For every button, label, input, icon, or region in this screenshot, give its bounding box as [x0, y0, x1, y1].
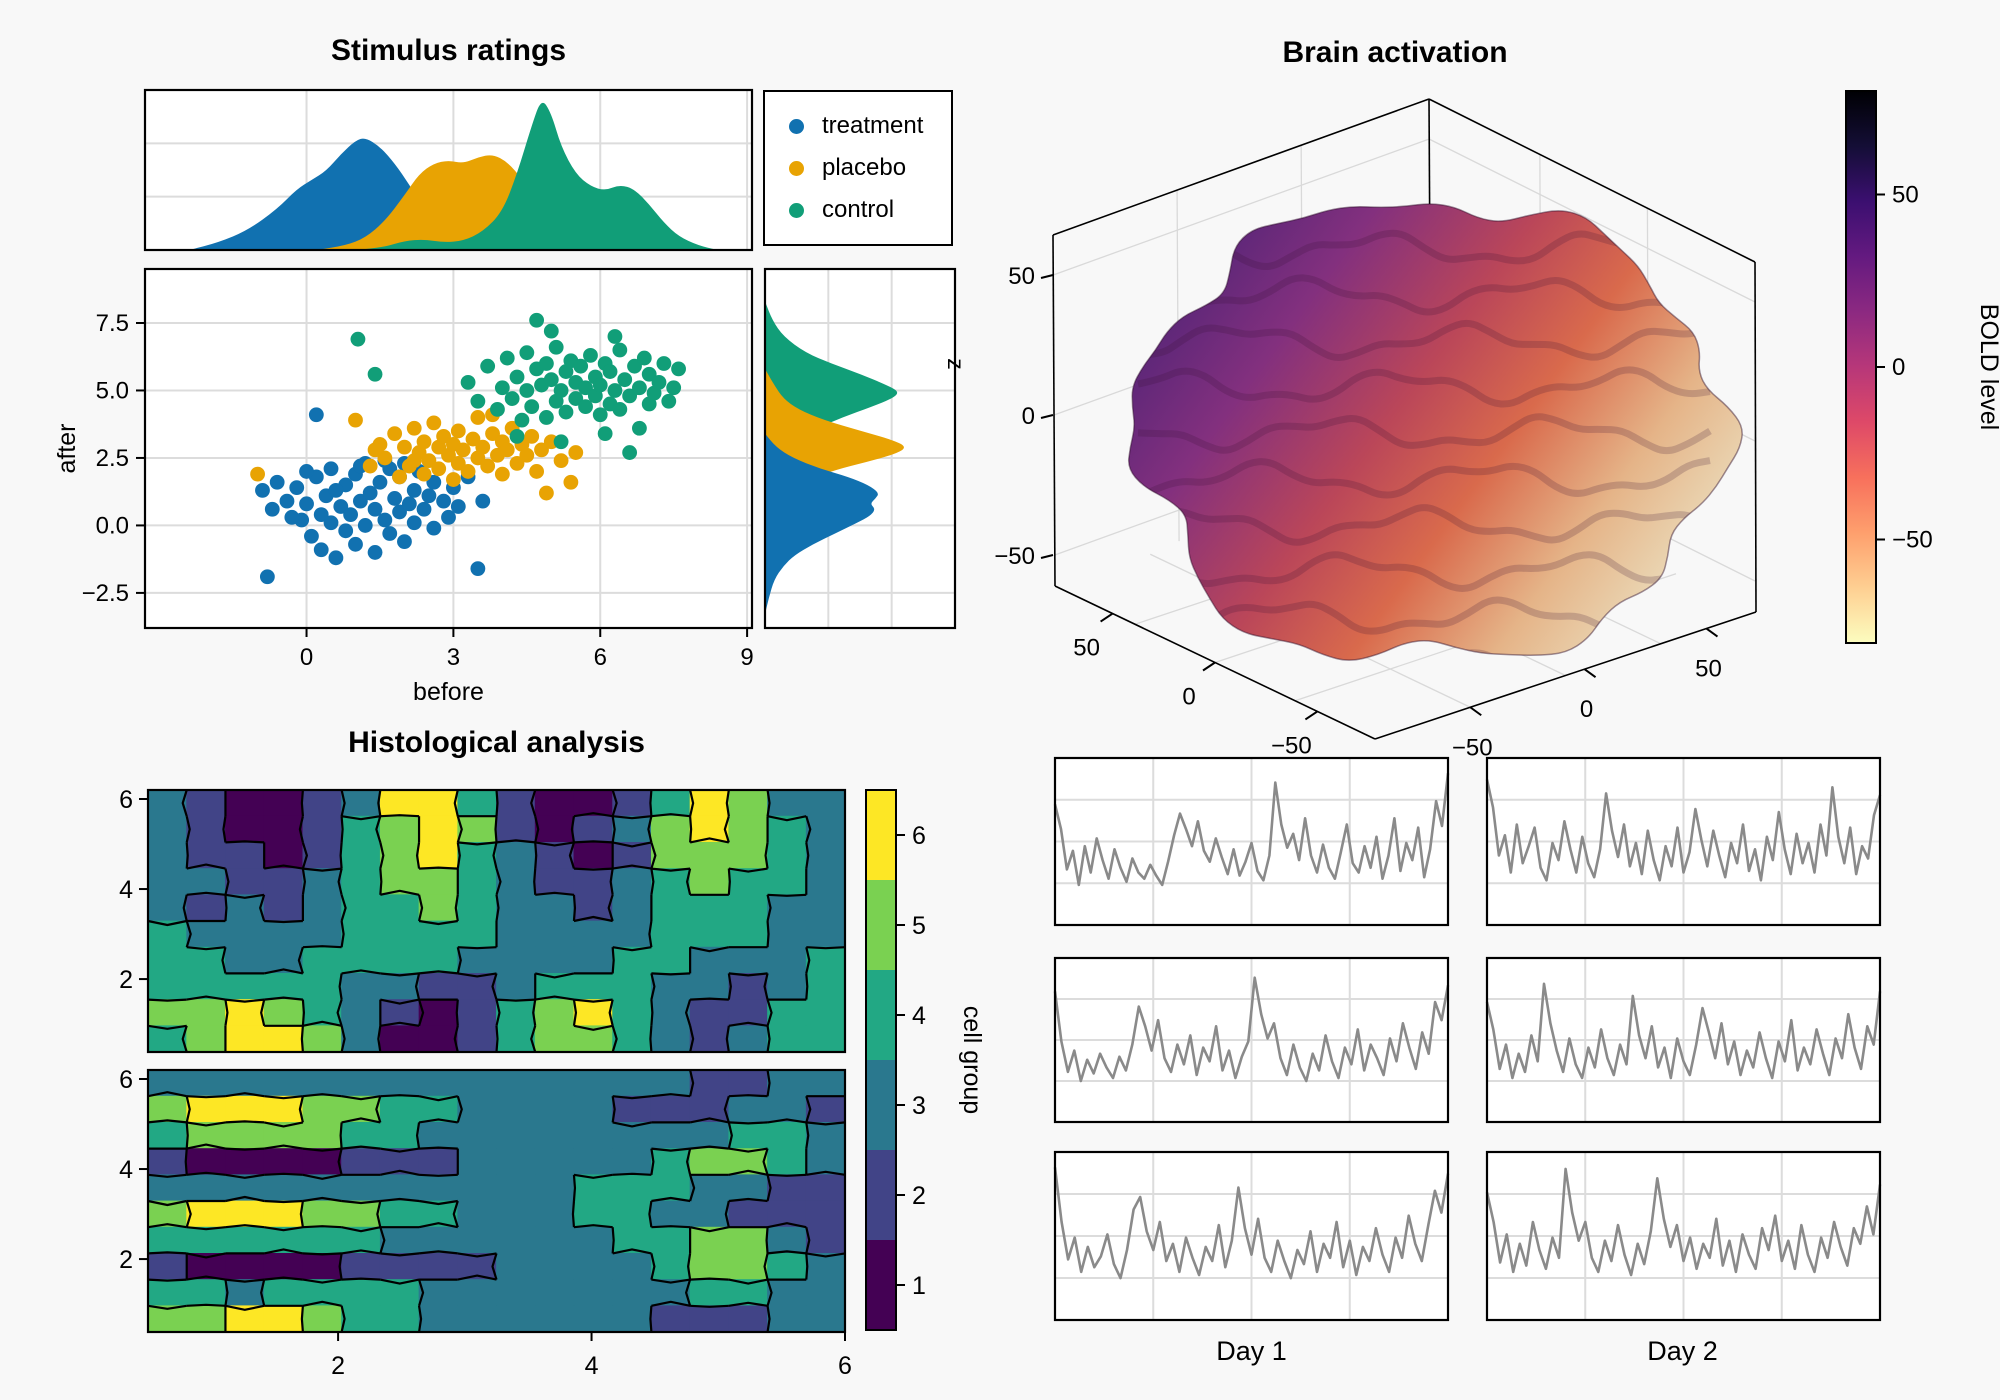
cell-group-colorbar: 6 5 4 3 2 1 cell group — [865, 789, 986, 1331]
histology-title: Histological analysis — [348, 726, 645, 759]
svg-text:0: 0 — [300, 644, 313, 671]
svg-text:2: 2 — [119, 1246, 133, 1274]
stimulus-right-density-plot: z — [763, 267, 969, 630]
stimulus-scatter-plot: 0 3 6 9 7.5 5.0 2.5 0.0 −2.5 before after — [55, 267, 754, 706]
contour-plot-bottom: 6 4 2 2 4 6 — [119, 1066, 852, 1377]
timeseries-plot-day1-row1 — [1053, 756, 1450, 927]
svg-text:5: 5 — [912, 912, 926, 940]
timeseries-plot-day2-row3 — [1485, 1150, 1882, 1322]
svg-text:4: 4 — [119, 1156, 133, 1184]
svg-text:2.5: 2.5 — [96, 445, 129, 472]
svg-text:50: 50 — [1695, 656, 1722, 683]
svg-text:cell group: cell group — [958, 1006, 986, 1114]
svg-text:BOLD level: BOLD level — [1975, 304, 2000, 430]
svg-text:−2.5: −2.5 — [82, 580, 129, 607]
svg-text:7.5: 7.5 — [96, 310, 129, 337]
legend-label-treatment: treatment — [822, 112, 924, 139]
svg-text:4: 4 — [585, 1352, 599, 1377]
svg-text:50: 50 — [1008, 263, 1035, 290]
column-label-day-2: Day 2 — [1647, 1336, 1718, 1366]
svg-text:6: 6 — [119, 1066, 133, 1094]
svg-text:6: 6 — [119, 786, 133, 814]
legend: treatment placebo control — [763, 90, 953, 246]
placebo-marker-icon — [789, 160, 804, 176]
timeseries-plot-day1-row2 — [1053, 956, 1450, 1124]
control-marker-icon — [789, 202, 804, 218]
timeseries-plot-day2-row2 — [1485, 956, 1882, 1124]
svg-text:1: 1 — [912, 1272, 926, 1300]
svg-text:0: 0 — [1580, 696, 1593, 723]
treatment-marker-icon — [789, 118, 804, 134]
svg-text:2: 2 — [912, 1182, 926, 1210]
svg-text:2: 2 — [331, 1352, 345, 1377]
svg-text:6: 6 — [912, 822, 926, 850]
legend-item-placebo: placebo — [789, 154, 951, 182]
svg-text:4: 4 — [912, 1002, 926, 1030]
legend-item-control: control — [789, 196, 951, 224]
brain-title: Brain activation — [1282, 36, 1508, 69]
svg-text:6: 6 — [594, 644, 607, 671]
bold-colorbar: 50 0 −50 BOLD level — [1845, 90, 2000, 644]
svg-text:50: 50 — [1892, 182, 1919, 209]
stimulus-title: Stimulus ratings — [330, 34, 567, 67]
svg-text:3: 3 — [912, 1092, 926, 1120]
legend-label-control: control — [822, 196, 895, 223]
contour-plot-top: 6 4 2 — [119, 786, 847, 1054]
svg-text:5.0: 5.0 — [96, 377, 129, 404]
svg-text:z: z — [943, 358, 969, 370]
svg-text:after: after — [55, 423, 81, 473]
column-label-day-1: Day 1 — [1216, 1336, 1287, 1366]
svg-text:9: 9 — [740, 644, 753, 671]
svg-text:−50: −50 — [1452, 734, 1493, 761]
svg-text:0: 0 — [1182, 684, 1195, 711]
svg-text:before: before — [413, 678, 484, 706]
timeseries-plot-day2-row1 — [1485, 756, 1882, 927]
legend-item-treatment: treatment — [789, 112, 951, 140]
svg-text:50: 50 — [1073, 635, 1100, 662]
svg-text:−50: −50 — [1892, 527, 1933, 554]
legend-label-placebo: placebo — [822, 154, 907, 181]
svg-text:4: 4 — [119, 876, 133, 904]
svg-text:−50: −50 — [1271, 732, 1312, 759]
svg-text:0.0: 0.0 — [96, 512, 129, 539]
svg-text:2: 2 — [119, 966, 133, 994]
stimulus-top-density-plot — [143, 88, 754, 252]
svg-text:−50: −50 — [994, 543, 1035, 570]
svg-text:0: 0 — [1022, 403, 1035, 430]
svg-text:6: 6 — [838, 1352, 852, 1377]
svg-text:3: 3 — [447, 644, 460, 671]
timeseries-plot-day1-row3 — [1053, 1150, 1450, 1322]
svg-text:0: 0 — [1892, 354, 1905, 381]
